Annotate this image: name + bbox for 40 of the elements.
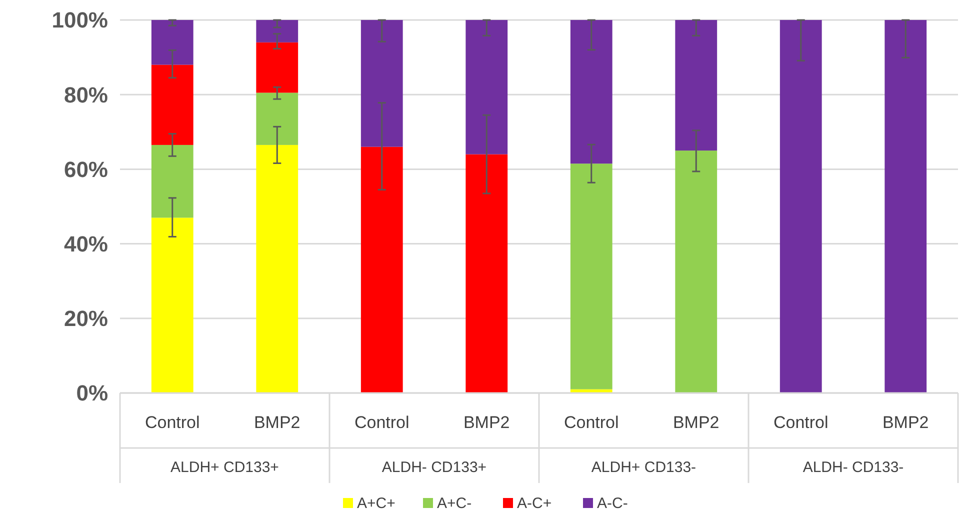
legend-label: A+C-	[437, 495, 472, 512]
bar	[360, 146, 403, 393]
text: ALDH+ CD133-	[591, 459, 696, 476]
bar	[151, 20, 194, 65]
text: ALDH+ CD133+	[170, 459, 280, 476]
bar	[256, 42, 298, 93]
bar	[780, 20, 822, 393]
y-tick-label: 80%	[64, 82, 108, 108]
bar	[360, 20, 403, 147]
x-tick-label: Control	[144, 413, 200, 432]
y-tick-label: 60%	[64, 156, 108, 182]
y-tick-label: 20%	[64, 306, 108, 332]
y-tick-label: 0%	[76, 380, 108, 406]
legend-label: A+C+	[357, 495, 396, 512]
x-tick-label: BMP2	[254, 413, 300, 432]
bar	[570, 20, 612, 164]
bar	[675, 20, 718, 151]
y-tick-label: 40%	[64, 232, 108, 256]
bar	[466, 20, 508, 154]
bar	[884, 20, 927, 393]
x-tick-label: Control	[773, 413, 828, 432]
x-tick-label: BMP2	[463, 413, 510, 432]
x-tick-label: BMP2	[882, 413, 929, 432]
bar	[151, 144, 194, 218]
bar	[675, 150, 718, 393]
y-tick-label: 100%	[52, 8, 108, 33]
text: ALDH- CD133-	[802, 459, 904, 476]
x-tick-label: Control	[564, 413, 619, 432]
bar	[466, 154, 508, 393]
bar	[256, 144, 298, 393]
legend-label: A-C-	[597, 495, 628, 512]
bar	[570, 164, 612, 390]
text: ALDH- CD133+	[382, 459, 487, 476]
bar	[151, 64, 194, 145]
x-tick-label: Control	[354, 413, 410, 432]
bar	[256, 20, 298, 42]
bar	[256, 92, 298, 145]
x-tick-label: BMP2	[672, 413, 720, 432]
bar	[151, 218, 194, 393]
legend-label: A-C+	[517, 495, 552, 512]
